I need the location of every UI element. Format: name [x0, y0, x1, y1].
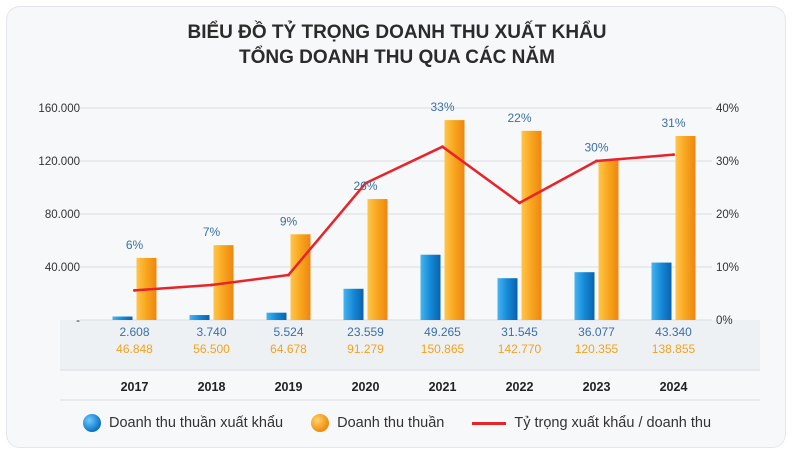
y-axis-tick-label: 120.000: [38, 156, 80, 168]
y2-axis-tick-label: 20%: [716, 209, 739, 221]
y-axis-tick-label: 160.000: [38, 103, 80, 115]
chart-title-line-2: TỔNG DOANH THU QUA CÁC NĂM: [239, 47, 555, 68]
bar-export-2023: [574, 272, 595, 320]
export-value-2018: 3.740: [196, 325, 226, 339]
bar-net-2023: [598, 160, 619, 320]
legend-swatch-ratio: [472, 421, 507, 425]
ratio-line: [134, 145, 674, 292]
bar-export-2022: [497, 278, 518, 320]
bar-net-2022: [521, 130, 542, 320]
x-axis-tick-label-2021: 2021: [429, 380, 457, 394]
net-value-2018: 56.500: [193, 342, 230, 356]
export-value-2022: 31.545: [501, 325, 538, 339]
legend-label-net: Doanh thu thuần: [337, 415, 445, 431]
bar-export-2021: [420, 254, 441, 320]
x-axis-tick-label-2019: 2019: [275, 380, 303, 394]
legend-item-ratio: Tỷ trọng xuất khẩu / doanh thu: [472, 415, 711, 431]
legend-swatch-net: [311, 414, 330, 432]
ratio-point-2023: [595, 159, 598, 163]
net-value-2017: 46.848: [116, 342, 153, 356]
bar-export-2019: [266, 312, 287, 320]
ratio-label-2023: 30%: [584, 141, 608, 155]
bar-export-2018: [189, 315, 210, 320]
bar-net-2021: [444, 120, 465, 320]
ratio-point-2021: [441, 145, 444, 149]
bar-export-2020: [343, 288, 364, 320]
chart-title: BIỂU ĐỒ TỶ TRỌNG DOANH THU XUẤT KHẨU TỔN…: [0, 20, 794, 70]
y2-axis-tick-label: 40%: [716, 103, 739, 115]
y-axis-tick-label: 80.000: [45, 209, 80, 221]
export-value-2021: 49.265: [424, 325, 461, 339]
ratio-label-2021: 33%: [430, 100, 454, 114]
ratio-label-2020: 26%: [353, 179, 377, 193]
x-axis-tick-label-2022: 2022: [506, 380, 534, 394]
net-value-2023: 120.355: [575, 342, 619, 356]
ratio-point-2020: [364, 181, 367, 185]
ratio-label-2024: 31%: [661, 116, 685, 130]
bar-net-2020: [367, 199, 388, 320]
export-value-2017: 2.608: [119, 325, 149, 339]
x-axis-tick-label-2023: 2023: [583, 380, 611, 394]
y2-axis-tick-label: 10%: [716, 262, 739, 274]
ratio-label-2018: 7%: [203, 225, 221, 239]
export-value-2024: 43.340: [655, 325, 692, 339]
y-axis-tick-label: 40.000: [45, 262, 80, 274]
net-value-2020: 91.279: [347, 342, 384, 356]
legend-swatch-export: [82, 414, 101, 432]
ratio-point-2018: [210, 283, 213, 287]
ratio-label-2017: 6%: [126, 238, 144, 252]
export-value-2019: 5.524: [273, 325, 303, 339]
x-axis-tick-label-2017: 2017: [121, 380, 149, 394]
legend-label-export: Doanh thu thuần xuất khẩu: [108, 415, 284, 431]
bar-export-2024: [651, 262, 672, 320]
ratio-point-2022: [518, 201, 521, 205]
y2-axis-tick-label: 30%: [716, 156, 739, 168]
legend-label-ratio: Tỷ trọng xuất khẩu / doanh thu: [514, 415, 712, 431]
y2-axis-tick-label: 0%: [716, 315, 733, 327]
export-value-2023: 36.077: [578, 325, 615, 339]
bar-net-2019: [290, 234, 311, 320]
x-axis-tick-label-2018: 2018: [198, 380, 226, 394]
ratio-label-2019: 9%: [280, 214, 298, 228]
ratio-point-2019: [287, 273, 290, 277]
y-axis-tick-label: -: [76, 315, 80, 327]
net-value-2024: 138.855: [652, 342, 696, 356]
bar-export-2017: [112, 316, 133, 320]
chart-legend: Doanh thu thuần xuất khẩu Doanh thu thuầ…: [0, 410, 794, 436]
value-table-bg: [60, 320, 760, 370]
ratio-label-2022: 22%: [507, 111, 531, 125]
export-value-2020: 23.559: [347, 325, 384, 339]
legend-item-export: Doanh thu thuần xuất khẩu: [82, 414, 284, 432]
chart-card: [6, 6, 786, 448]
bar-net-2024: [675, 136, 696, 320]
net-value-2022: 142.770: [498, 342, 542, 356]
x-axis-tick-label-2024: 2024: [660, 380, 688, 394]
chart-title-line-1: BIỂU ĐỒ TỶ TRỌNG DOANH THU XUẤT KHẨU: [187, 22, 607, 43]
ratio-point-2017: [133, 288, 136, 292]
legend-item-net: Doanh thu thuần: [311, 414, 444, 432]
net-value-2019: 64.678: [270, 342, 307, 356]
x-axis-tick-label-2020: 2020: [352, 380, 380, 394]
net-value-2021: 150.865: [421, 342, 465, 356]
ratio-point-2024: [672, 153, 675, 157]
